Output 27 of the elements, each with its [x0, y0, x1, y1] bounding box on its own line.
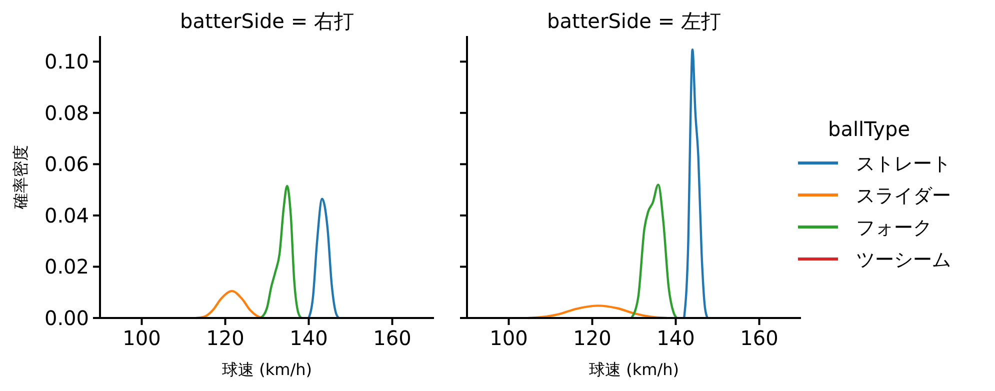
x-tick-label: 100	[122, 326, 161, 350]
x-tick-label: 120	[206, 326, 244, 350]
y-tick-label: 0.08	[44, 100, 89, 125]
x-tick-label: 140	[656, 326, 695, 350]
legend-label: ストレート	[856, 153, 951, 175]
y-tick-label: 0.04	[44, 203, 89, 228]
y-tick-label: 0.02	[44, 254, 89, 279]
x-axis-title: 球速 (km/h)	[222, 360, 312, 379]
x-tick-label: 120	[573, 326, 612, 350]
legend-label: フォーク	[856, 217, 932, 239]
x-tick-label: 100	[490, 326, 528, 350]
x-tick-label: 140	[290, 326, 328, 350]
legend-label: ツーシーム	[856, 249, 951, 271]
x-tick-label: 160	[740, 326, 778, 350]
legend-title: ballType	[828, 117, 910, 141]
x-axis-title: 球速 (km/h)	[589, 360, 679, 379]
line-series	[260, 184, 302, 320]
chart-title: batterSide = 左打	[547, 9, 721, 33]
x-tick-label: 160	[373, 326, 412, 350]
chart-title: batterSide = 右打	[180, 9, 354, 33]
y-tick-label: 0.06	[44, 152, 89, 176]
y-axis-title: 確率密度	[11, 145, 30, 210]
legend-label: スライダー	[856, 185, 951, 207]
y-tick-label: 0.00	[44, 306, 89, 330]
y-tick-label: 0.10	[44, 50, 89, 74]
line-series	[308, 198, 340, 320]
line-series	[194, 290, 266, 320]
